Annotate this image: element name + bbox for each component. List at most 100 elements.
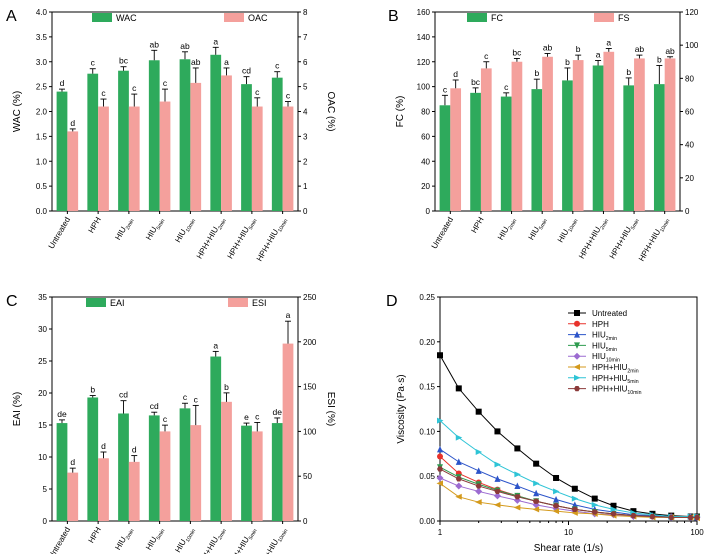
y2-tick-label: 150 <box>303 383 317 392</box>
x-tick-label: HPH+HIU5min <box>226 215 259 261</box>
x-tick-label: 10 <box>564 528 573 537</box>
x-tick-label: Untreated <box>47 216 72 251</box>
panel-letter: B <box>388 8 399 25</box>
bar-OAC-HPH+HIU2min <box>221 75 232 212</box>
y-tick-label: 30 <box>38 325 47 334</box>
x-tick-label: HPH <box>469 215 485 234</box>
bar-EAI-HIU10min <box>179 408 191 521</box>
point-Untreated <box>630 508 637 515</box>
significance-letter: de <box>273 407 283 417</box>
y-tick-label: 100 <box>417 83 431 92</box>
point-Untreated <box>475 408 482 415</box>
significance-letter: c <box>504 82 509 92</box>
y-tick-label: 0.10 <box>419 427 435 436</box>
bar-OAC-HPH+HIU5min <box>251 106 263 211</box>
x-tick-label: HPH+HIU10min <box>255 215 290 264</box>
legend-marker-HIU2min <box>574 331 580 338</box>
panel-D: D 0.00 0.05 0.10 0.15 0.20 0.25 1 10 100 Shear rat… <box>386 293 704 554</box>
significance-letter: c <box>163 414 168 424</box>
bar-EAI-HIU5min <box>148 415 160 521</box>
x-tick-label: HIU10min <box>173 525 197 554</box>
point-HPH+HIU2min <box>436 480 443 487</box>
significance-letter: c <box>255 87 260 97</box>
y2-tick-label: 50 <box>303 472 312 481</box>
bar-FS-HPH+HIU5min <box>634 58 645 211</box>
point-HIU2min <box>437 445 443 453</box>
y2-tick-label: 0 <box>685 207 690 216</box>
bar-OAC-HIU5min <box>159 101 171 211</box>
significance-letter: c <box>163 78 168 88</box>
significance-letter: cd <box>242 66 251 76</box>
point-HIU10min <box>436 474 444 482</box>
y-tick-label: 0.0 <box>36 207 48 216</box>
significance-letter: c <box>275 61 280 71</box>
bar-OAC-HPH <box>98 106 109 211</box>
point-HPH+HIU2min <box>455 493 462 500</box>
y-tick-label: 3.0 <box>36 58 48 67</box>
y-tick-label: 20 <box>38 389 47 398</box>
x-tick-label: HIU5min <box>144 525 166 552</box>
y-tick-label: 120 <box>417 58 431 67</box>
significance-letter: ab <box>543 42 553 52</box>
significance-letter: ab <box>665 46 675 56</box>
point-Untreated <box>455 385 462 392</box>
bar-FS-HIU2min <box>511 61 523 211</box>
y-tick-label: 5 <box>43 485 48 494</box>
bar-OAC-Untreated <box>67 131 79 211</box>
significance-letter: ab <box>150 39 160 49</box>
series-HPH+HIU5min <box>437 417 701 520</box>
legend-swatch-ESI <box>228 298 248 307</box>
bar-ESI-HPH <box>98 458 109 521</box>
bar-WAC-HPH+HIU2min <box>210 54 222 211</box>
point-HPH+HIU2min <box>493 501 501 508</box>
legend-marker-HPH+HIU5min <box>574 374 581 381</box>
y2-axis-title: OAC (%) <box>325 92 336 132</box>
y-tick-label: 0.00 <box>419 517 435 526</box>
point-Untreated <box>437 352 443 359</box>
bar-WAC-HIU2min <box>118 70 129 211</box>
y2-tick-label: 4 <box>303 108 308 117</box>
significance-letter: ab <box>635 44 645 54</box>
y-tick-label: 0.05 <box>419 472 435 481</box>
bar-OAC-HIU10min <box>190 82 202 211</box>
x-tick-label: 1 <box>438 528 443 537</box>
y-tick-label: 0 <box>426 207 431 216</box>
significance-letter: bc <box>512 47 522 57</box>
bar-ESI-HIU2min <box>128 461 140 521</box>
y2-tick-label: 1 <box>303 182 308 191</box>
y-tick-label: 4.0 <box>36 8 48 17</box>
legend-swatch-WAC <box>92 13 112 22</box>
significance-letter: c <box>443 84 448 94</box>
significance-letter: a <box>596 50 601 60</box>
point-HIU10min <box>475 487 483 495</box>
bar-FS-HPH+HIU2min <box>603 51 615 211</box>
y-tick-label: 15 <box>38 421 47 430</box>
significance-letter: a <box>213 36 218 46</box>
y-tick-label: 0.25 <box>419 293 435 302</box>
point-HPH+HIU10min <box>494 488 501 495</box>
x-tick-label: HIU2min <box>496 215 518 242</box>
legend-label-EAI: EAI <box>110 298 125 308</box>
x-tick-label: HPH+HIU2min <box>577 215 610 261</box>
y-axis-title: WAC (%) <box>12 91 23 132</box>
point-HPH+HIU2min <box>532 506 540 513</box>
significance-letter: c <box>286 91 291 101</box>
legend-marker-HIU10min <box>573 352 581 360</box>
legend-swatch-FS <box>594 13 614 22</box>
point-HPH+HIU5min <box>610 506 618 513</box>
y2-tick-label: 200 <box>303 338 317 347</box>
point-Untreated <box>591 495 598 502</box>
significance-letter: d <box>70 457 75 467</box>
point-Untreated <box>571 485 578 492</box>
x-tick-label: HPH+HIU2min <box>195 525 228 554</box>
point-HPH+HIU10min <box>668 514 675 521</box>
significance-letter: c <box>194 394 199 404</box>
y-tick-label: 0.5 <box>36 182 48 191</box>
bar-OAC-HPH+HIU10min <box>282 106 294 211</box>
y2-tick-label: 250 <box>303 293 317 302</box>
point-HPH <box>437 453 443 460</box>
legend-swatch-FC <box>467 13 487 22</box>
bar-FC-HPH+HIU10min <box>653 84 665 211</box>
x-tick-label: HIU2min <box>113 215 135 242</box>
